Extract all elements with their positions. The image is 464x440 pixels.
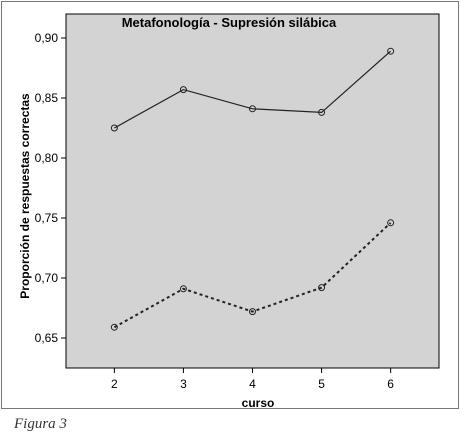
y-tick-label: 0,70 — [35, 271, 59, 285]
y-axis: 0,65 0,70 0,75 0,80 0,85 0,90 — [35, 31, 66, 345]
series-2-point — [387, 219, 395, 227]
series-line-1 — [114, 50, 391, 129]
x-tick-label: 6 — [387, 377, 394, 391]
series-2-point — [110, 323, 118, 331]
x-tick-label: 5 — [318, 377, 325, 391]
series-2-point — [318, 284, 326, 292]
series-1-point — [387, 47, 395, 55]
y-tick-label: 0,85 — [35, 91, 59, 105]
y-tick-label: 0,75 — [35, 211, 59, 225]
x-axis: 2 3 4 5 6 — [111, 368, 394, 391]
series-1-point — [110, 124, 118, 132]
series-1-point — [249, 105, 256, 113]
series-layer — [110, 47, 395, 331]
chart-title: Metafonología - Supresión silábica — [122, 15, 337, 30]
x-tick-label: 2 — [111, 377, 118, 391]
figure-caption: Figura 3 — [14, 416, 67, 432]
y-axis-label: Proporción de respuestas correctas — [18, 93, 32, 299]
series-2-point — [179, 285, 187, 293]
y-tick-label: 0,90 — [35, 31, 59, 45]
x-tick-label: 4 — [249, 377, 256, 391]
x-axis-label: curso — [242, 396, 275, 410]
series-2-point — [249, 308, 256, 316]
x-tick-label: 3 — [180, 377, 187, 391]
y-tick-label: 0,65 — [35, 331, 59, 345]
series-1-point — [318, 108, 326, 116]
y-tick-label: 0,80 — [35, 151, 59, 165]
series-1-point — [179, 86, 187, 94]
series-line-2 — [113, 222, 392, 329]
